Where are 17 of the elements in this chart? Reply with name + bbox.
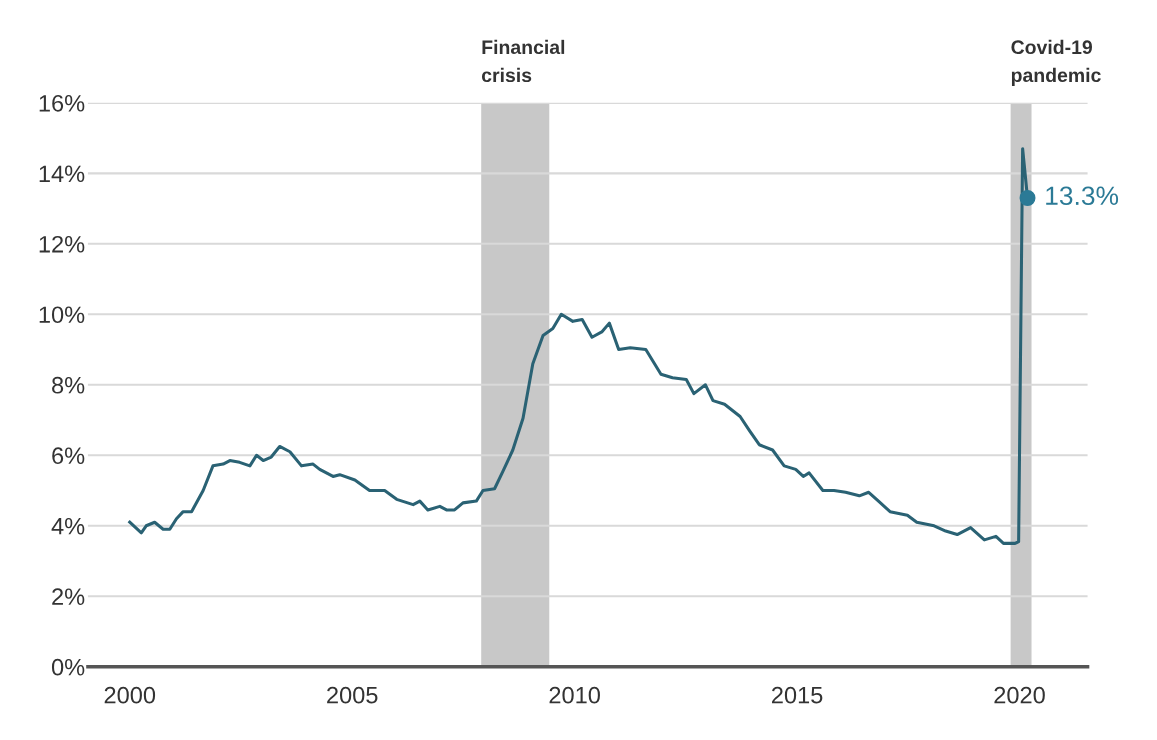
band-label: Financial crisis xyxy=(481,39,565,83)
y-tick-label: 0% xyxy=(51,658,85,676)
band-label: Covid-19 pandemic xyxy=(1011,39,1101,86)
y-tick-label: 16% xyxy=(39,94,85,112)
y-tick-label: 10% xyxy=(39,306,85,324)
y-tick-label: 8% xyxy=(52,376,85,394)
y-tick-label: 12% xyxy=(39,235,85,253)
x-tick-label: 2020 xyxy=(994,686,1045,704)
annotation: 13.3% xyxy=(1046,186,1119,206)
y-tick-label: 2% xyxy=(52,588,85,605)
x-tick-label: 2015 xyxy=(772,686,823,704)
y-tick-label: 14% xyxy=(39,165,85,183)
x-tick-label: 2000 xyxy=(104,686,156,704)
y-tick-label: 4% xyxy=(51,517,85,535)
y-tick-label: 6% xyxy=(52,447,85,465)
x-tick-label: 2010 xyxy=(549,686,600,704)
x-tick-label: 2005 xyxy=(327,686,378,704)
